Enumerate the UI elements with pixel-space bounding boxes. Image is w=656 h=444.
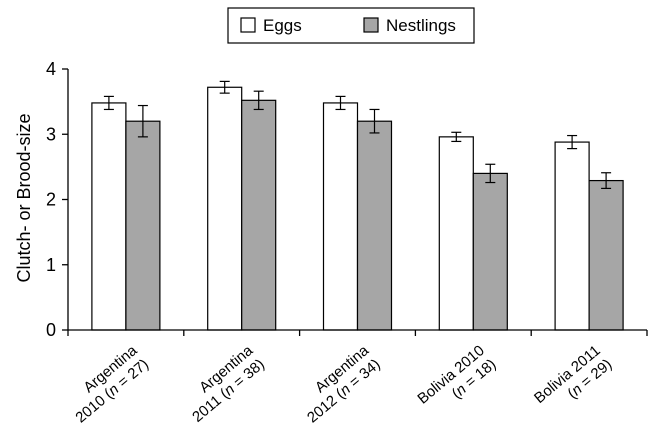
bar-nestlings-5 xyxy=(588,179,624,331)
legend-swatch-eggs xyxy=(240,17,256,33)
y-tick-label: 4 xyxy=(46,59,56,79)
bar-eggs-5 xyxy=(554,141,590,331)
y-tick-label: 3 xyxy=(46,124,56,144)
y-axis: 0 1 2 3 4 xyxy=(46,59,69,340)
legend-label-eggs: Eggs xyxy=(263,16,302,35)
y-tick-label: 1 xyxy=(46,255,56,275)
x-category-label: Bolivia 2011(n = 29) xyxy=(531,342,615,407)
bar-eggs-1 xyxy=(91,102,127,331)
bar-eggs-4 xyxy=(438,136,474,331)
y-axis-title: Clutch- or Brood-size xyxy=(14,113,34,282)
legend-swatch-nestlings xyxy=(363,17,379,33)
y-tick-label: 0 xyxy=(46,320,56,340)
x-category-label: Bolivia 2010(n = 18) xyxy=(414,342,499,408)
bar-nestlings-3 xyxy=(356,120,393,331)
y-tick-label: 2 xyxy=(46,190,56,210)
bar-nestlings-4 xyxy=(472,172,508,331)
bar-nestlings-2 xyxy=(241,99,277,331)
bars xyxy=(91,80,624,331)
bar-nestlings-1 xyxy=(125,120,161,331)
bar-eggs-3 xyxy=(322,102,359,331)
legend-box xyxy=(227,7,475,44)
legend-label-nestlings: Nestlings xyxy=(386,16,456,35)
legend: Eggs Nestlings xyxy=(227,7,475,44)
bar-eggs-2 xyxy=(207,86,243,331)
